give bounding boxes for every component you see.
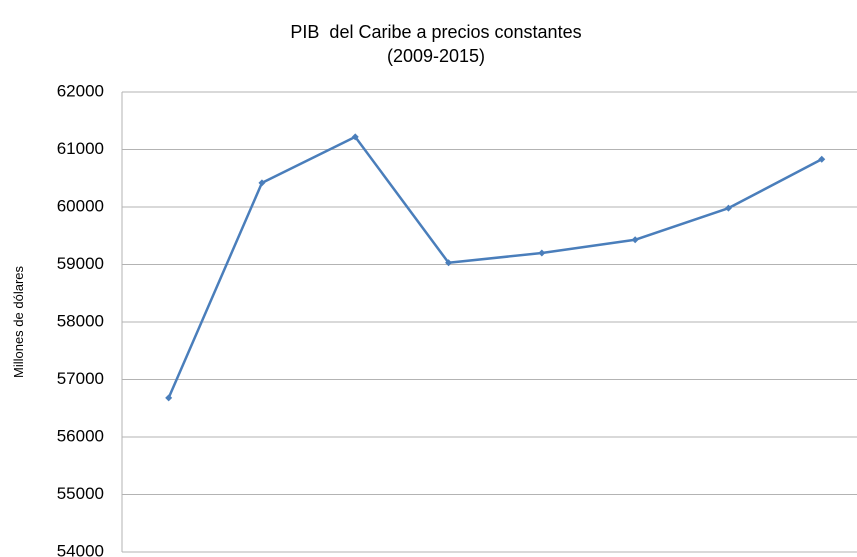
y-tick-label: 60000 <box>57 196 104 215</box>
y-tick-label: 54000 <box>57 541 104 557</box>
y-tick-label: 62000 <box>57 81 104 100</box>
y-tick-label: 57000 <box>57 369 104 388</box>
y-tick-label: 61000 <box>57 139 104 158</box>
marker <box>258 179 266 187</box>
marker <box>165 394 173 402</box>
marker <box>538 249 546 257</box>
marker <box>818 155 826 163</box>
line <box>167 135 823 399</box>
marker <box>445 259 453 267</box>
y-tick-label: 55000 <box>57 484 104 503</box>
y-axis-label: Millones de dólares <box>11 266 26 379</box>
y-tick-label: 59000 <box>57 254 104 273</box>
y-tick-label: 58000 <box>57 311 104 330</box>
marker <box>351 133 359 141</box>
y-tick-label: 56000 <box>57 426 104 445</box>
chart-subtitle: (2009-2015) <box>387 46 485 66</box>
marker <box>724 204 732 212</box>
chart-title: PIB del Caribe a precios constantes <box>290 22 581 42</box>
marker <box>631 236 639 244</box>
